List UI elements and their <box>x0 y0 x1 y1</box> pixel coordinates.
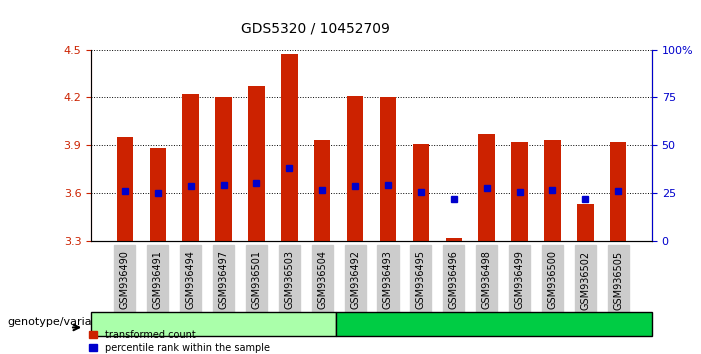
Bar <box>215 97 232 241</box>
Text: GDS5320 / 10452709: GDS5320 / 10452709 <box>241 21 390 35</box>
Bar <box>182 94 199 241</box>
Bar <box>380 97 396 241</box>
Bar <box>281 54 297 241</box>
Bar <box>544 140 561 241</box>
Bar <box>413 143 429 241</box>
Bar <box>116 137 133 241</box>
Bar <box>511 142 528 241</box>
Bar <box>149 148 166 241</box>
Bar <box>610 142 627 241</box>
Text: genotype/variation: genotype/variation <box>7 317 113 327</box>
Bar <box>478 134 495 241</box>
Text: wild type: wild type <box>469 319 519 329</box>
Bar <box>446 238 462 241</box>
Bar <box>347 96 363 241</box>
Bar <box>577 204 594 241</box>
Legend: transformed count, percentile rank within the sample: transformed count, percentile rank withi… <box>89 330 270 353</box>
Bar <box>314 140 330 241</box>
Text: Pdgf-c transgenic: Pdgf-c transgenic <box>165 319 262 329</box>
Bar <box>248 86 265 241</box>
